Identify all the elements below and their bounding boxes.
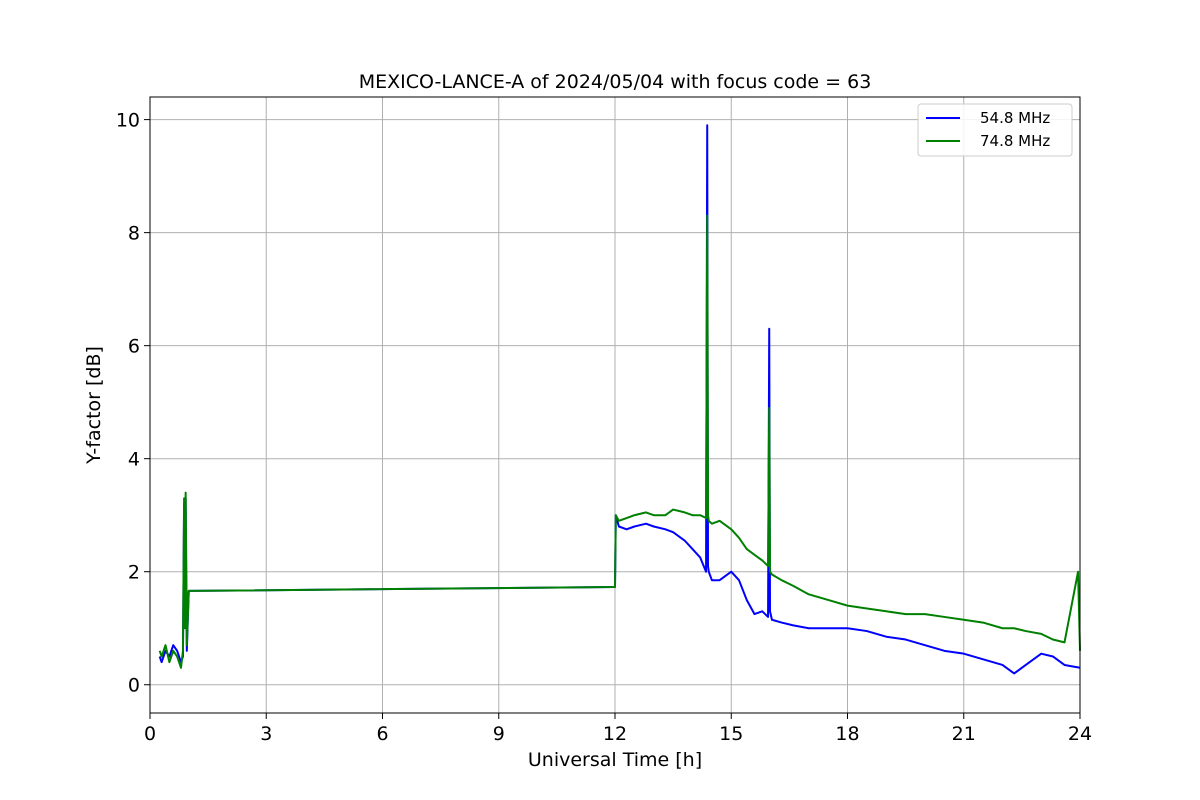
y-tick-label: 2 [128,562,140,584]
y-tick-label: 6 [128,336,140,358]
chart-title: MEXICO-LANCE-A of 2024/05/04 with focus … [359,71,872,93]
x-tick-label: 9 [493,723,505,745]
x-axis-label: Universal Time [h] [528,749,702,771]
x-tick-label: 24 [1068,723,1092,745]
y-tick-label: 0 [128,675,140,697]
y-tick-label: 4 [128,449,140,471]
y-axis-label: Y-factor [dB] [83,346,105,465]
series-layer [158,124,1081,675]
x-tick-label: 0 [144,723,156,745]
legend-label-1: 54.8 MHz [980,109,1050,127]
x-tick-label: 21 [952,723,976,745]
x-tick-label: 6 [376,723,388,745]
x-tick-label: 12 [603,723,627,745]
x-tick-label: 15 [719,723,743,745]
y-tick-label: 10 [116,110,140,132]
series-line-2 [158,214,1081,669]
legend-label-2: 74.8 MHz [980,132,1050,150]
x-tick-label: 18 [835,723,859,745]
y-tick-label: 8 [128,223,140,245]
grid [149,97,1081,713]
series-line-1 [158,124,1081,675]
legend: 54.8 MHz 74.8 MHz [917,103,1073,157]
x-tick-label: 3 [260,723,272,745]
